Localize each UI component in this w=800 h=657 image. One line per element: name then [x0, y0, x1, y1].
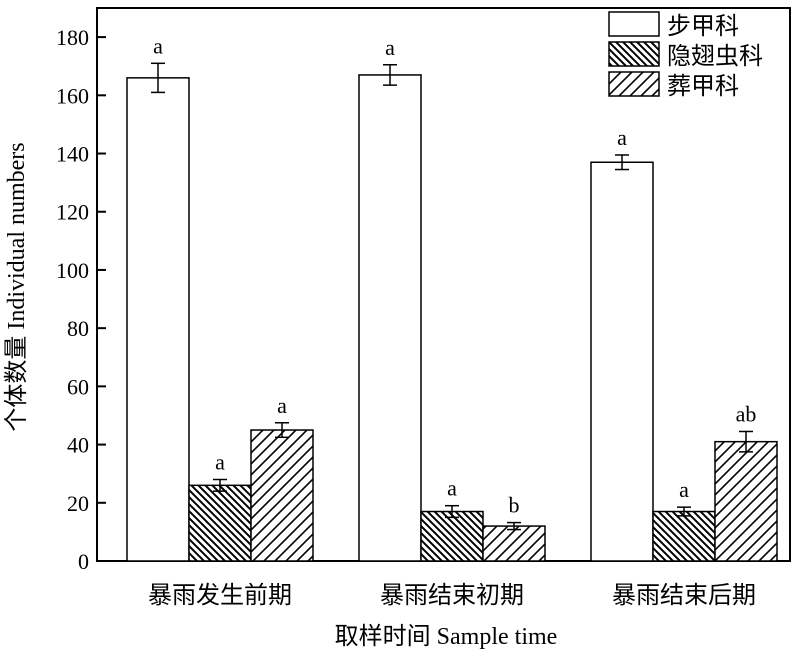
significance-label: a: [277, 393, 287, 418]
y-axis-title: 个体数量 Individual numbers: [3, 142, 30, 431]
significance-label: ab: [736, 401, 757, 426]
y-tick-label: 140: [56, 142, 89, 167]
legend-label: 葬甲科: [667, 73, 739, 100]
bar: [420, 510, 484, 562]
y-tick-label: 160: [56, 83, 89, 108]
bar: [590, 161, 654, 562]
significance-label: a: [215, 450, 225, 475]
legend-swatch: [608, 71, 660, 97]
significance-label: a: [447, 476, 457, 501]
bar: [482, 525, 546, 562]
bars-layer: [126, 74, 778, 562]
bar: [250, 429, 314, 562]
y-tick-label: 40: [67, 433, 89, 458]
legend-label: 步甲科: [667, 13, 739, 40]
significance-label: a: [617, 125, 627, 150]
bar: [126, 77, 190, 562]
x-category-label: 暴雨结束初期: [380, 582, 524, 609]
y-tick-label: 120: [56, 200, 89, 225]
y-tick-label: 0: [78, 549, 89, 574]
y-tick-label: 100: [56, 258, 89, 283]
y-axis-ticks: 0 20 40 60 80 100 120 140 160 180: [56, 25, 106, 574]
bar: [714, 440, 778, 562]
y-tick-label: 180: [56, 25, 89, 50]
legend-label: 隐翅虫科: [667, 43, 763, 70]
x-category-label: 暴雨结束后期: [612, 582, 756, 609]
x-axis-title: 取样时间 Sample time: [335, 623, 558, 650]
y-tick-label: 60: [67, 374, 89, 399]
significance-label: b: [509, 493, 520, 518]
legend-swatch: [608, 41, 660, 67]
y-tick-label: 20: [67, 491, 89, 516]
bar: [358, 74, 422, 562]
x-category-label: 暴雨发生前期: [148, 582, 292, 609]
x-axis-categories: 暴雨发生前期 暴雨结束初期 暴雨结束后期: [148, 582, 756, 609]
legend-swatch: [608, 11, 660, 37]
bar: [652, 510, 716, 562]
significance-label: a: [153, 33, 163, 58]
significance-label: a: [385, 35, 395, 60]
y-tick-label: 80: [67, 316, 89, 341]
error-bars-layer: [151, 62, 753, 531]
significance-label: a: [679, 477, 689, 502]
bar: [188, 484, 252, 562]
